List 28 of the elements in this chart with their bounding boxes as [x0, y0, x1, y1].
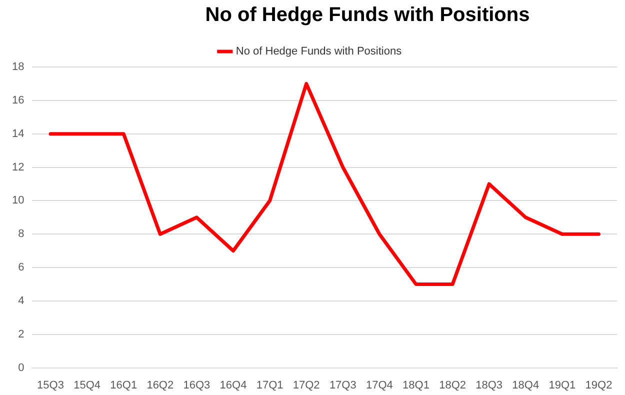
y-tick-label: 2	[18, 328, 24, 340]
y-tick-label: 10	[12, 194, 24, 207]
x-tick-label: 16Q2	[146, 379, 174, 392]
y-tick-label: 14	[12, 128, 24, 140]
legend-label: No of Hedge Funds with Positions	[236, 46, 402, 58]
x-tick-label: 18Q2	[439, 379, 466, 392]
y-tick-label: 18	[12, 61, 24, 74]
x-tick-label: 15Q4	[74, 379, 101, 392]
x-tick-label: 17Q3	[329, 379, 356, 392]
chart-title: No of Hedge Funds with Positions	[204, 3, 531, 28]
x-tick-label: 16Q4	[220, 379, 247, 392]
x-tick-label: 17Q1	[256, 379, 284, 392]
x-tick-label: 17Q4	[366, 379, 393, 392]
y-tick-label: 8	[18, 228, 24, 240]
x-tick-label: 16Q1	[110, 379, 138, 392]
x-tick-label: 16Q3	[183, 379, 210, 392]
y-tick-label: 6	[18, 262, 24, 274]
y-tick-label: 4	[18, 294, 24, 307]
x-tick-label: 19Q2	[585, 379, 612, 392]
x-tick-label: 15Q3	[37, 379, 64, 392]
y-tick-label: 16	[12, 94, 24, 106]
x-tick-label: 19Q1	[548, 379, 576, 392]
x-tick-label: 17Q2	[292, 379, 320, 392]
y-tick-label: 12	[12, 161, 24, 174]
x-tick-label: 18Q4	[512, 379, 540, 392]
x-tick-label: 18Q3	[476, 379, 503, 392]
x-tick-label: 18Q1	[402, 379, 430, 392]
y-tick-label: 0	[18, 362, 24, 374]
